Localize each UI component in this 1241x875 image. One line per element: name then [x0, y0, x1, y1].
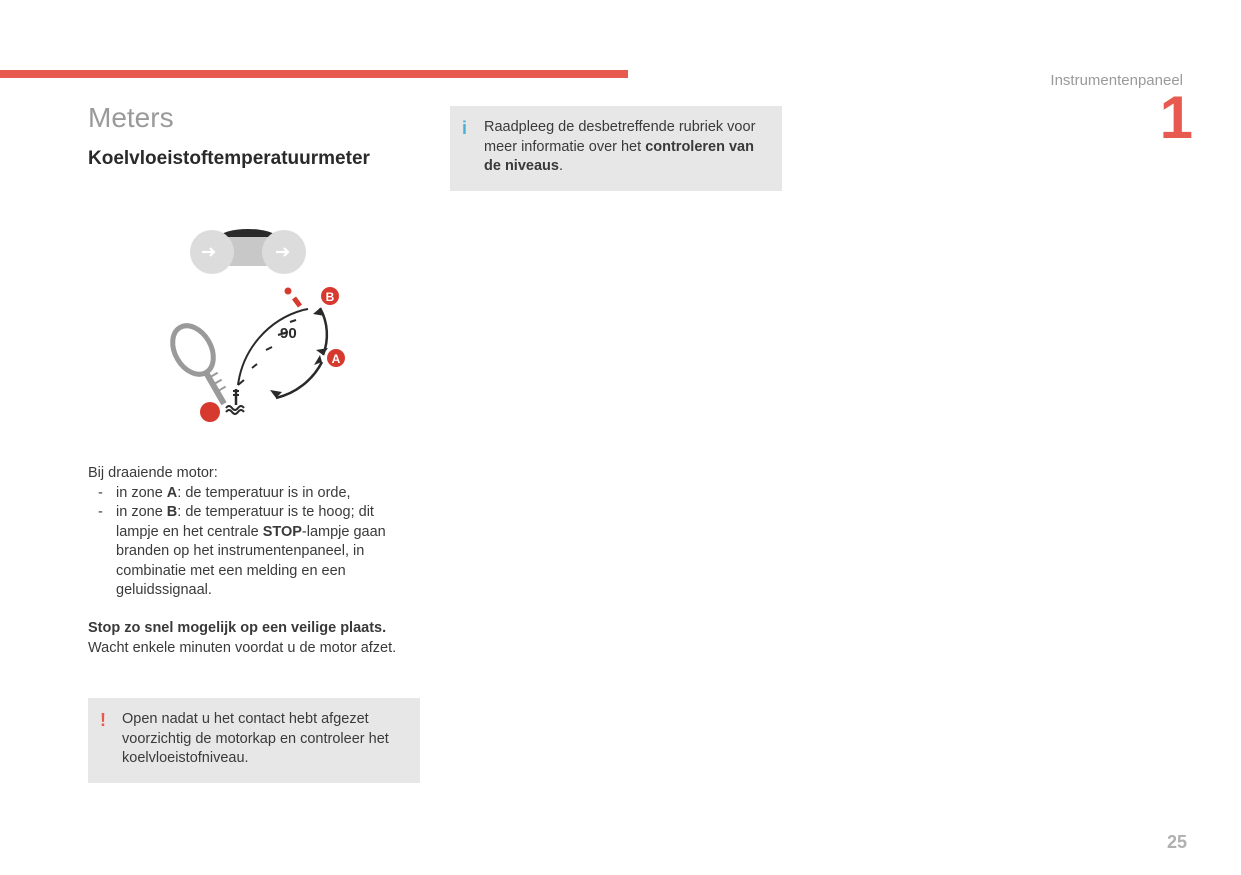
stop-instruction-bold: Stop zo snel mogelijk op een veilige pla…	[88, 620, 386, 636]
heading-meters: Meters	[88, 102, 420, 134]
warning-icon: !	[100, 708, 106, 732]
warning-lamp-icon	[200, 402, 220, 422]
warning-callout: ! Open nadat u het contact hebt afgezet …	[88, 698, 420, 783]
coolant-symbol	[226, 389, 244, 414]
bullet-zone-b: in zone B: de temperatuur is te hoog; di…	[88, 503, 420, 601]
gauge-label-b: B	[321, 287, 339, 305]
warning-callout-text: Open nadat u het contact hebt afgezet vo…	[122, 711, 389, 766]
page-number: 25	[1167, 832, 1187, 853]
gauge-scale: 90	[238, 288, 308, 386]
stop-instruction-rest: Wacht enkele minuten voordat u de motor …	[88, 639, 420, 659]
intro-line: Bij draaiende motor:	[88, 464, 420, 484]
coolant-gauge-diagram: 90 A B	[118, 200, 378, 450]
gauge-description: Bij draaiende motor: in zone A: de tempe…	[88, 464, 420, 658]
info-callout-text: Raadpleeg de desbetreffende rubriek voor…	[484, 119, 755, 174]
info-icon: i	[462, 116, 467, 140]
bullet-zone-a: in zone A: de temperatuur is in orde,	[88, 484, 420, 504]
heading-coolant-gauge: Koelvloeistoftemperatuurmeter	[88, 148, 420, 170]
column-left: Meters Koelvloeistoftemperatuurmeter	[88, 102, 420, 783]
svg-text:A: A	[332, 352, 341, 366]
chapter-number: 1	[1160, 88, 1193, 148]
thermometer-icon	[164, 318, 239, 412]
info-callout: i Raadpleeg de desbetreffende rubriek vo…	[450, 106, 782, 191]
gauge-label-a: A	[327, 349, 345, 367]
svg-text:90: 90	[280, 325, 297, 342]
svg-text:B: B	[326, 290, 335, 304]
top-accent-bar	[0, 70, 628, 78]
cluster-icon	[190, 229, 306, 274]
column-middle: i Raadpleeg de desbetreffende rubriek vo…	[450, 106, 782, 191]
